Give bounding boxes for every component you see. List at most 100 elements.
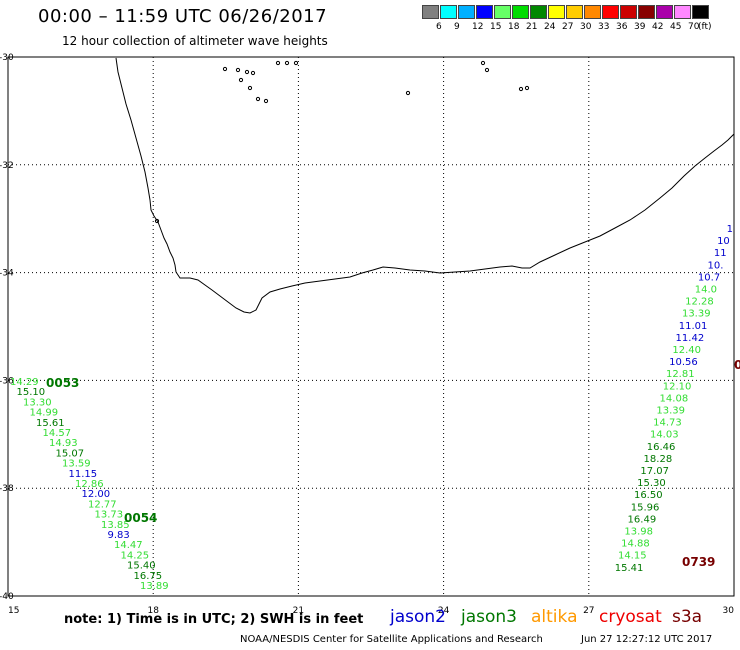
- scale-swatch: [422, 5, 439, 19]
- lat-tick-label: -34: [0, 269, 14, 279]
- swh-value: 12.00: [82, 489, 111, 500]
- scale-swatch: [620, 5, 637, 19]
- scale-swatch: [566, 5, 583, 19]
- scale-label: 27: [562, 22, 574, 32]
- pass-time: 0054: [124, 511, 157, 525]
- lon-tick-label: 21: [293, 606, 304, 616]
- island: [250, 70, 256, 76]
- scale-label: 12: [472, 22, 484, 32]
- scale-unit: (ft): [698, 22, 712, 32]
- swh-value: 10: [717, 236, 730, 247]
- swh-value: 13.98: [624, 527, 653, 538]
- swh-value: 16.75: [134, 571, 163, 582]
- scale-swatch: [458, 5, 475, 19]
- legend-s3a: s3a: [672, 607, 703, 627]
- map-title: 00:00 – 11:59 UTC 06/26/2017: [38, 6, 328, 27]
- scale-label: 42: [652, 22, 664, 32]
- island: [484, 67, 490, 73]
- swh-value: 18.28: [644, 454, 673, 465]
- island: [154, 218, 160, 224]
- swh-value: 9.83: [108, 530, 130, 541]
- legend-altika: altika: [531, 607, 578, 627]
- swh-value: 10.: [707, 260, 723, 271]
- swh-value: 14.88: [621, 539, 650, 550]
- scale-swatch: [494, 5, 511, 19]
- swh-value: 11.42: [676, 333, 705, 344]
- scale-swatch: [638, 5, 655, 19]
- pass-time: 0739: [682, 555, 715, 569]
- scale-label: 36: [616, 22, 628, 32]
- swh-value: 15.30: [637, 478, 666, 489]
- island: [263, 98, 269, 104]
- scale-swatch: [692, 5, 709, 19]
- scale-label: 21: [526, 22, 538, 32]
- swh-value: 12.10: [663, 381, 692, 392]
- swh-value: 13.73: [95, 510, 124, 521]
- island: [235, 67, 241, 73]
- island: [244, 69, 250, 75]
- swh-value: 14.73: [653, 418, 682, 429]
- swh-value: 14.47: [114, 540, 143, 551]
- swh-value: 14.03: [650, 430, 679, 441]
- color-scale: 6 9 12 15 18 21 24 27 30 33 36 39 42 45 70 (ft): [422, 5, 740, 35]
- scale-swatch: [656, 5, 673, 19]
- swh-value: 15.40: [127, 561, 156, 572]
- legend-jason3: jason3: [461, 607, 517, 627]
- scale-swatch: [548, 5, 565, 19]
- credit-timestamp: Jun 27 12:27:12 UTC 2017: [581, 634, 713, 645]
- swh-value: 13.89: [140, 581, 169, 592]
- swh-value: 10.56: [669, 357, 698, 368]
- swh-value: 14.93: [49, 438, 78, 449]
- scale-label: 9: [454, 22, 460, 32]
- swh-value: 14.0: [695, 285, 717, 296]
- swh-value: 13.39: [682, 309, 711, 320]
- map-frame: [7, 56, 735, 597]
- lat-tick-label: -38: [0, 484, 14, 494]
- pass-time: 0053: [46, 376, 79, 390]
- scale-label: 6: [436, 22, 442, 32]
- island: [524, 85, 530, 91]
- swh-value: 12.28: [685, 297, 714, 308]
- scale-swatch: [512, 5, 529, 19]
- scale-label: 30: [580, 22, 592, 32]
- lat-tick-label: -30: [0, 53, 14, 63]
- scale-swatch: [602, 5, 619, 19]
- island: [275, 60, 281, 66]
- map-subtitle: 12 hour collection of altimeter wave hei…: [62, 34, 328, 48]
- swh-value: 15.10: [17, 387, 46, 398]
- island: [293, 60, 299, 66]
- scale-label: 18: [508, 22, 520, 32]
- swh-value: 17.07: [640, 466, 669, 477]
- swh-value: 14.25: [121, 550, 150, 561]
- scale-label: 15: [490, 22, 502, 32]
- swh-value: 12.40: [672, 345, 701, 356]
- swh-value: 14.57: [43, 428, 72, 439]
- swh-value: 12.77: [88, 499, 117, 510]
- swh-value: 12.81: [666, 369, 695, 380]
- coastline: [115, 57, 735, 314]
- pass-time: 0: [734, 358, 740, 372]
- island: [247, 85, 253, 91]
- island: [518, 86, 524, 92]
- scale-label: 24: [544, 22, 556, 32]
- swh-value: 16.49: [628, 514, 657, 525]
- scale-swatch: [476, 5, 493, 19]
- swh-value: 13.85: [101, 520, 130, 531]
- swh-value: 16.46: [647, 442, 676, 453]
- lon-tick-label: 24: [438, 606, 450, 616]
- swh-value: 15.96: [631, 502, 660, 513]
- swh-value: 11.15: [69, 469, 98, 480]
- swh-value: 11: [714, 248, 727, 259]
- swh-value: 14.99: [30, 408, 59, 419]
- swh-value: 13.59: [62, 459, 91, 470]
- scale-label: 39: [634, 22, 646, 32]
- swh-value: 12.86: [75, 479, 104, 490]
- lat-tick-label: -36: [0, 376, 14, 386]
- scale-swatch: [584, 5, 601, 19]
- swh-value: 15.61: [36, 418, 65, 429]
- scale-label: 33: [598, 22, 610, 32]
- legend-cryosat: cryosat: [599, 607, 662, 627]
- lon-tick-label: 27: [583, 606, 594, 616]
- lat-tick-label: -32: [0, 161, 14, 171]
